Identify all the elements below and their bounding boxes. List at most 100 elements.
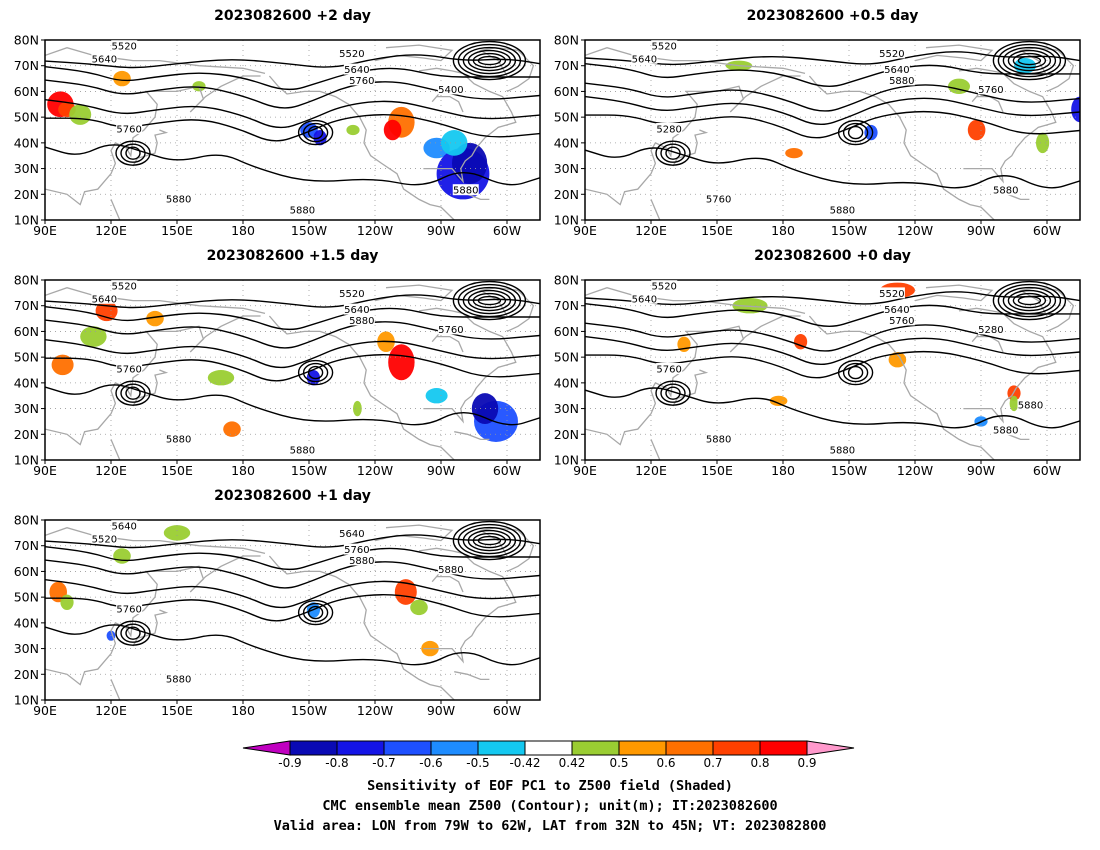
contour-label-bg [343, 303, 370, 315]
height-contour [45, 579, 540, 609]
contour-label-bg [888, 314, 915, 326]
colorbar-segment [477, 740, 526, 756]
colorbar-tick-label: 0.9 [797, 756, 816, 770]
lat-tick-label: 60N [14, 324, 39, 339]
contour-label: 5640 [884, 305, 909, 316]
lat-tick-label: 20N [14, 187, 39, 202]
contour-label: 5760 [656, 365, 681, 376]
coastline [374, 524, 454, 542]
contour-label: 5880 [993, 186, 1018, 197]
height-contour [585, 95, 1080, 126]
lat-tick-label: 20N [554, 187, 579, 202]
contour-label-bg [656, 363, 683, 374]
closed-low-contour [997, 43, 1062, 78]
panel-title: 2023082600 +0.5 day [747, 8, 919, 24]
contour-label: 5640 [344, 65, 369, 76]
contour-label: 5640 [344, 305, 369, 316]
contour-label: 5880 [438, 565, 463, 576]
coastline [650, 199, 661, 220]
colorbar-tick-label: -0.7 [372, 756, 395, 770]
lon-tick-label: 90E [573, 223, 597, 238]
lon-tick-label: 150E [701, 463, 733, 478]
lat-tick-label: 40N [14, 135, 39, 150]
colorbar-segment [336, 740, 385, 756]
colorbar-segment [430, 740, 479, 756]
lon-tick-label: 120E [95, 223, 127, 238]
coastline [268, 555, 455, 700]
contour-label-bg [165, 673, 192, 685]
height-contour [585, 110, 1080, 139]
closed-low-contour [472, 292, 507, 309]
colorbar-segment [712, 740, 761, 756]
closed-low-contour [462, 46, 517, 75]
closed-low-contour [307, 125, 324, 140]
contour-label-bg [878, 287, 905, 299]
height-contour [45, 99, 540, 129]
contour-label: 5880 [1018, 401, 1043, 412]
coastline [672, 369, 709, 407]
closed-low-contour [1012, 292, 1047, 309]
lon-tick-label: 120E [95, 703, 127, 718]
height-contour [45, 559, 540, 589]
closed-low-contour [842, 362, 869, 383]
lon-tick-label: 90W [967, 463, 995, 478]
contour-label: 5520 [111, 42, 136, 53]
closed-low-contour [457, 523, 522, 558]
contour-label-bg [1017, 399, 1044, 410]
coastline [132, 369, 169, 407]
colorbar-tick-label: -0.9 [278, 756, 301, 770]
contour-label: 5520 [651, 282, 676, 293]
map-frame [44, 519, 541, 701]
caption-line1: Sensitivity of EOF PC1 to Z500 field (Sh… [367, 778, 733, 794]
colorbar-segment [665, 740, 714, 756]
coastline [418, 547, 517, 664]
panel-title: 2023082600 +2 day [214, 8, 371, 24]
contour-label: 5760 [116, 365, 141, 376]
closed-low-contour [992, 40, 1067, 81]
sensitivity-shading [353, 400, 362, 417]
closed-low-contour [660, 383, 686, 403]
lat-tick-label: 60N [554, 84, 579, 99]
coastline [418, 67, 517, 184]
sensitivity-shading [51, 354, 74, 376]
lat-tick-label: 30N [14, 641, 39, 656]
colorbar-tick-label: 0.6 [656, 756, 675, 770]
lat-tick-label: 40N [554, 135, 579, 150]
contour-label: 5880 [166, 675, 191, 686]
colorbar-max-arrow [806, 740, 855, 756]
sensitivity-shading [223, 421, 241, 437]
lon-tick-label: 150W [831, 463, 867, 478]
contour-label: 5760 [116, 605, 141, 616]
closed-low-contour [992, 280, 1067, 321]
colorbar-segment [571, 740, 620, 756]
contour-label-bg [91, 52, 118, 64]
closed-low-contour [1017, 295, 1042, 306]
height-contour [45, 384, 540, 426]
contour-label-bg [992, 424, 1019, 436]
height-contour [45, 354, 540, 382]
contour-label: 5760 [978, 85, 1003, 96]
height-contour [585, 63, 1080, 87]
colorbar-tick-label: 0.5 [609, 756, 628, 770]
closed-low-contour [125, 626, 141, 640]
lat-tick-label: 80N [14, 513, 39, 528]
height-contour [45, 594, 540, 622]
contour-label: 5760 [889, 316, 914, 327]
coastline [958, 307, 1057, 424]
colorbar-segment [759, 740, 808, 756]
closed-low-contour [297, 119, 334, 146]
sensitivity-shading [207, 370, 235, 386]
contour-label: 5880 [889, 76, 914, 87]
lon-tick-label: 150W [831, 223, 867, 238]
lon-tick-label: 180 [771, 463, 795, 478]
closed-low-contour [842, 122, 869, 143]
closed-low-contour [665, 146, 681, 160]
colorbar-tick-label: -0.8 [325, 756, 348, 770]
sensitivity-shading [346, 124, 360, 136]
height-contour [585, 303, 1080, 327]
closed-low-contour [1002, 46, 1057, 75]
lon-tick-label: 90E [33, 223, 57, 238]
contour-label-bg [829, 204, 856, 215]
contour-label: 5640 [92, 54, 117, 65]
